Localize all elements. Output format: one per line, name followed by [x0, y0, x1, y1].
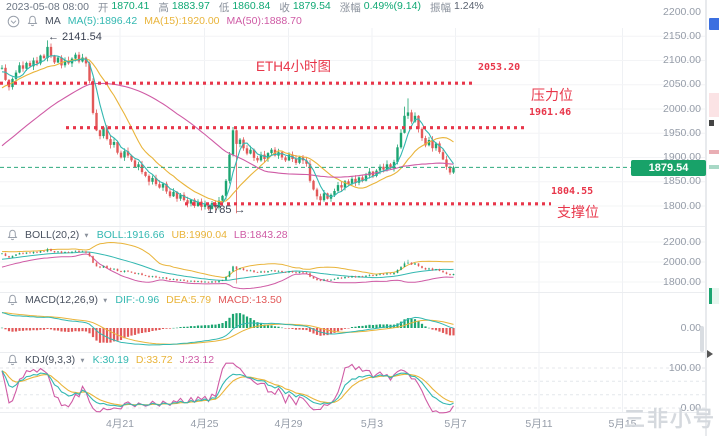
boll-indicator-name[interactable]: BOLL(20,2) [25, 229, 80, 241]
x-axis-tick: 5月7 [444, 418, 467, 430]
kdj-k-value: K:30.19 [92, 354, 129, 366]
kdj-indicator-name[interactable]: KDJ(9,3,3) [25, 354, 76, 366]
y-axis-tick: 2150.00 [663, 29, 701, 42]
y-axis-tick: 2100.00 [663, 54, 701, 66]
alert-bell-icon[interactable] [7, 294, 18, 306]
support-price-label: 1804.55 [551, 186, 594, 197]
ma15-value: MA(15):1920.00 [144, 15, 220, 27]
macd-indicator-name[interactable]: MACD(12,26,9) [25, 294, 98, 306]
boll-indicator-row: BOLL(20,2) ▼ BOLL:1916.66 UB:1990.04 LB:… [7, 228, 288, 242]
right-panel-fragment [709, 150, 719, 154]
ma5-value: MA(5):1896.42 [67, 15, 138, 27]
boll-mid-value: BOLL:1916.66 [96, 229, 165, 241]
ma-indicator-name[interactable]: MA [45, 15, 61, 27]
support-label: 支撑位 [557, 204, 599, 220]
boll-lb-value: LB:1843.28 [233, 229, 288, 241]
open-field: 开 1870.41 [97, 0, 150, 14]
kdj-axis-tick: 0.00 [680, 401, 701, 414]
y-axis-tick: 1950.00 [663, 126, 701, 139]
kdj-indicator-row: KDJ(9,3,3) ▼ K:30.19 D:33.72 J:23.12 [7, 353, 214, 367]
macd-axis-tick: 0.00 [680, 321, 701, 334]
current-price-badge: 1879.54 [631, 160, 706, 176]
resistance-price-label: 2053.20 [478, 62, 521, 73]
kdj-axis-tick: 100.00 [668, 361, 701, 374]
right-panel-fragment [709, 288, 719, 304]
boll-ub-value: UB:1990.04 [171, 229, 227, 241]
right-panel-fragment [709, 18, 719, 30]
swing-low-annotation: 1785 → [207, 204, 246, 216]
right-panel-fragment [709, 120, 714, 126]
right-panel-cutoff [706, 0, 719, 436]
chevron-down-icon[interactable]: ▼ [83, 232, 90, 239]
alert-bell-icon[interactable] [7, 354, 18, 366]
x-axis-tick: 4月21 [105, 418, 135, 430]
x-axis-tick: 4月29 [274, 418, 303, 430]
high-field: 高 1883.97 [158, 0, 210, 14]
x-axis-tick: 5月3 [360, 418, 384, 430]
boll-axis-tick: 1800.00 [663, 275, 701, 288]
swing-high-annotation: ← 2141.54 [48, 31, 102, 43]
scrollbar-thumb[interactable] [700, 326, 704, 352]
ma50-value: MA(50):1888.70 [226, 15, 302, 27]
boll-axis-tick: 2000.00 [663, 255, 701, 268]
y-axis-tick: 2200.00 [663, 5, 701, 18]
y-axis-tick: 2050.00 [663, 78, 701, 91]
chevron-down-icon[interactable]: ▼ [101, 297, 109, 304]
low-field: 低 1860.84 [218, 0, 271, 14]
y-axis-tick: 1850.00 [663, 175, 701, 188]
amplitude-field: 振幅 1.24% [429, 0, 484, 14]
x-axis-tick: 4月25 [190, 418, 219, 430]
watermark: 三非小号 [624, 408, 716, 431]
alert-bell-icon[interactable] [27, 15, 38, 27]
macd-indicator-row: MACD(12,26,9) ▼ DIF:-0.96 DEA:5.79 MACD:… [7, 293, 282, 307]
close-field: 收 1879.54 [279, 0, 331, 14]
y-axis-tick: 1800.00 [663, 199, 701, 212]
macd-dif-value: DIF:-0.96 [115, 294, 160, 306]
x-axis-tick: 5月11 [525, 418, 553, 430]
mid-resistance-price-label: 1961.46 [529, 107, 572, 118]
y-axis-tick: 2000.00 [663, 102, 701, 115]
macd-value: MACD:-13.50 [218, 294, 282, 306]
chevron-down-icon[interactable]: ▼ [79, 357, 86, 364]
right-panel-fragment [709, 165, 719, 169]
alert-bell-icon[interactable] [7, 229, 18, 241]
change-field: 涨幅 0.49%(9.14) [339, 0, 421, 14]
ohlc-info-bar: 2023-05-08 08:00 开 1870.41 高 1883.97 低 1860… [6, 0, 484, 14]
x-axis-tick: 5月15 [608, 418, 637, 430]
resistance-label: 压力位 [531, 87, 573, 103]
datetime-label: 2023-05-08 08:00 [6, 1, 89, 13]
collapse-chevron-icon[interactable] [7, 15, 20, 28]
ma-indicator-row: MA MA(5):1896.42 MA(15):1920.00 MA(50):1… [7, 14, 302, 28]
kdj-j-value: J:23.12 [179, 354, 215, 366]
chart-title-annotation: ETH4小时图 [256, 59, 332, 74]
macd-dea-value: DEA:5.79 [166, 294, 212, 306]
right-panel-fragment [709, 93, 719, 117]
expand-arrow-icon[interactable] [707, 350, 713, 358]
kdj-d-value: D:33.72 [135, 354, 173, 366]
boll-axis-tick: 2200.00 [663, 235, 701, 248]
